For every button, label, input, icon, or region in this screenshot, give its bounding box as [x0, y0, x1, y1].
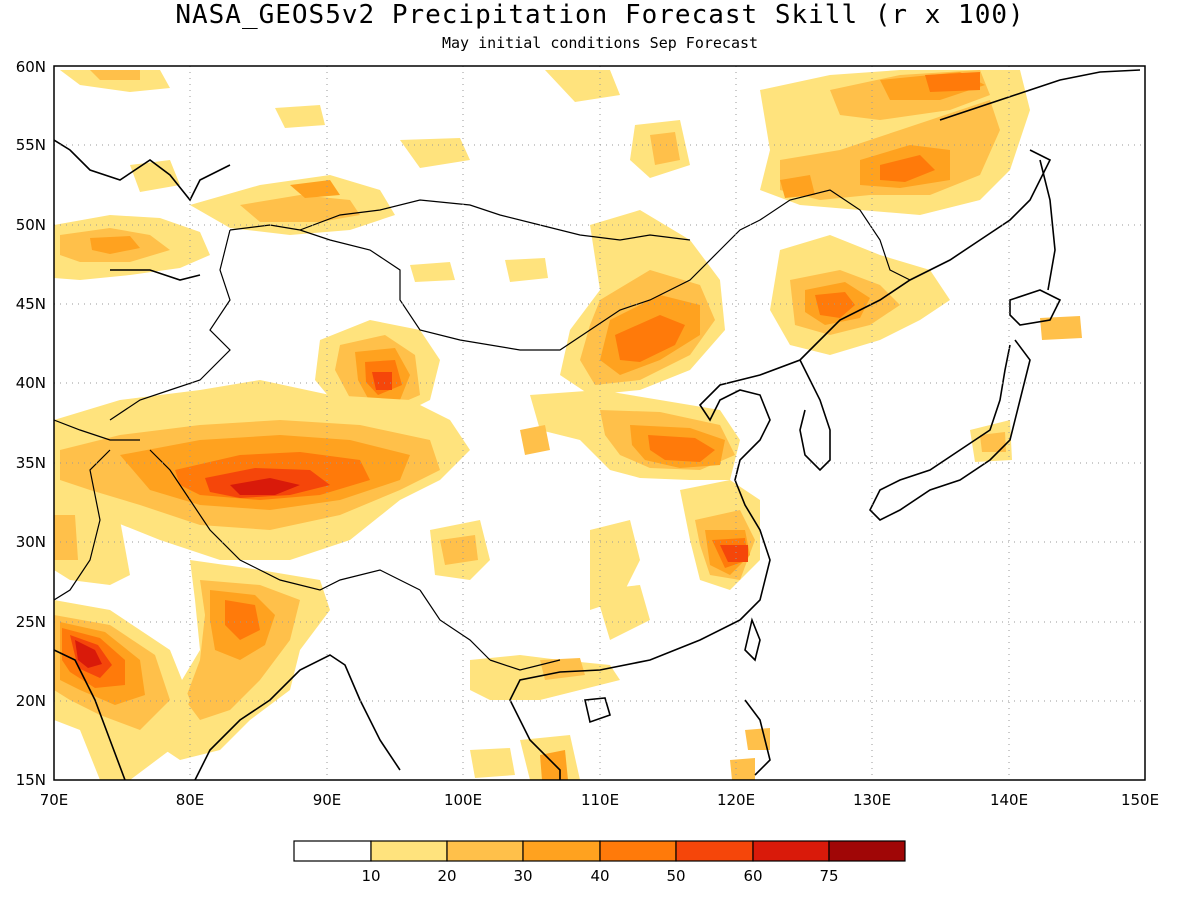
skill-region-pakistan	[54, 495, 130, 585]
lon-tick-label: 110E	[581, 791, 619, 809]
coastline-hainan	[584, 697, 611, 724]
border-sea-china	[489, 659, 561, 671]
border-china-myanmar	[419, 589, 491, 661]
map-grid	[54, 66, 1145, 780]
skill-region-tarim	[315, 320, 440, 420]
coastline-caspian-siberia	[54, 139, 231, 202]
colorbar-swatch	[522, 840, 601, 862]
skill-region-altai	[190, 175, 395, 235]
border-kazakhstan-china	[109, 229, 231, 421]
colorbar-label: 10	[361, 867, 380, 885]
lat-tick-label: 30N	[16, 533, 46, 551]
colorbar-swatch	[293, 840, 372, 862]
chart-subtitle: May initial conditions Sep Forecast	[441, 34, 759, 52]
coastline-taiwan	[744, 617, 761, 662]
map-frame	[53, 65, 1146, 781]
lon-tick-label: 80E	[176, 791, 205, 809]
chart-title: NASA_GEOS5v2 Precipitation Forecast Skil…	[175, 0, 1025, 30]
colorbar-label: 60	[743, 867, 762, 885]
lat-tick-label: 45N	[16, 295, 46, 313]
lon-tick-label: 70E	[40, 791, 69, 809]
colorbar: 10 20 30 40 50 60 75	[293, 840, 906, 885]
colorbar-swatch	[446, 840, 524, 862]
skill-region-okhotsk	[760, 70, 1030, 215]
coastline-east-asia	[698, 149, 1052, 621]
skill-region-south-china	[470, 316, 1082, 780]
lat-axis: 15N 20N 25N 30N 35N 40N 45N 50N 55N 60N	[16, 58, 46, 789]
lon-tick-label: 120E	[717, 791, 755, 809]
border-afghanistan	[54, 419, 140, 441]
lon-axis: 70E 80E 90E 100E 110E 120E 130E 140E 150…	[40, 791, 1159, 809]
skill-region-loess	[520, 390, 740, 480]
border-russia-china	[229, 189, 911, 351]
lat-tick-label: 20N	[16, 692, 46, 710]
lat-tick-label: 35N	[16, 454, 46, 472]
coastline-bay-of-bengal	[194, 654, 401, 780]
colorbar-label: 30	[513, 867, 532, 885]
coastline-lake-balkhash	[110, 269, 201, 281]
lon-tick-label: 100E	[444, 791, 482, 809]
border-himalaya	[149, 449, 421, 591]
coastline-sakhalin	[1039, 159, 1056, 291]
lat-tick-label: 25N	[16, 613, 46, 631]
skill-region-manchuria	[770, 235, 950, 355]
borders	[54, 189, 911, 671]
skill-region-bengal	[150, 560, 330, 760]
border-mongolia-north	[299, 199, 691, 241]
skill-region-east-china	[680, 480, 760, 590]
skill-region-gujarat	[54, 600, 190, 780]
border-india-pakistan	[54, 449, 111, 601]
skill-region-tibet	[54, 380, 470, 560]
lat-tick-label: 15N	[16, 771, 46, 789]
lon-tick-label: 130E	[853, 791, 891, 809]
lat-tick-label: 55N	[16, 136, 46, 154]
lon-tick-label: 140E	[990, 791, 1028, 809]
coastline-hokkaido	[1009, 289, 1062, 326]
colorbar-swatch	[599, 840, 677, 862]
coastline-okhotsk	[939, 69, 1141, 121]
coastlines	[54, 69, 1141, 780]
colorbar-swatch	[675, 840, 754, 862]
lon-tick-label: 90E	[313, 791, 342, 809]
coastline-japan	[869, 339, 1031, 521]
lon-tick-label: 150E	[1121, 791, 1159, 809]
skill-region-north-blobs	[60, 70, 690, 282]
skill-region-central	[430, 520, 650, 640]
colorbar-label: 20	[437, 867, 456, 885]
colorbar-label: 75	[819, 867, 838, 885]
lat-tick-label: 60N	[16, 58, 46, 76]
coastline-south-china	[509, 619, 741, 780]
colorbar-swatch	[752, 840, 830, 862]
skill-region-west-siberia	[54, 215, 210, 280]
colorbar-swatch	[370, 840, 448, 862]
lat-tick-label: 40N	[16, 374, 46, 392]
colorbar-label: 50	[666, 867, 685, 885]
coastline-india	[54, 649, 126, 780]
colorbar-swatch	[828, 840, 906, 862]
skill-field	[54, 70, 1082, 780]
colorbar-label: 40	[590, 867, 609, 885]
lat-tick-label: 50N	[16, 216, 46, 234]
coastline-korea	[799, 359, 831, 472]
coastline-philippines	[744, 699, 771, 776]
